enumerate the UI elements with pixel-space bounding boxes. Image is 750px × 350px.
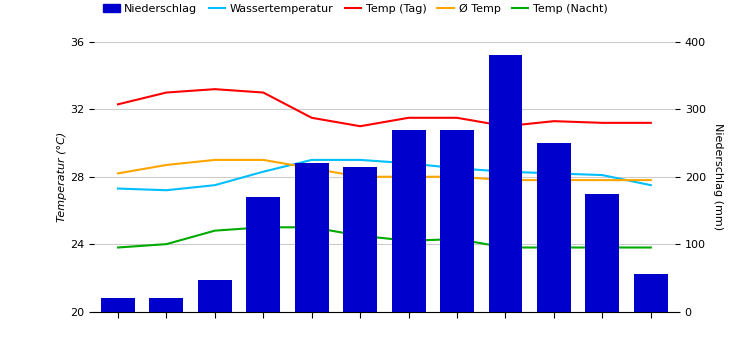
Bar	[634, 274, 668, 312]
Y-axis label: Niederschlag (mm): Niederschlag (mm)	[712, 123, 722, 230]
Bar	[149, 298, 183, 312]
Bar	[440, 130, 474, 312]
Bar	[344, 167, 377, 312]
Bar	[295, 163, 328, 312]
Y-axis label: Temperatur (°C): Temperatur (°C)	[57, 132, 67, 222]
Legend: Niederschlag, Wassertemperatur, Temp (Tag), Ø Temp, Temp (Nacht): Niederschlag, Wassertemperatur, Temp (Ta…	[99, 0, 612, 18]
Bar	[586, 194, 620, 312]
Bar	[198, 280, 232, 312]
Bar	[246, 197, 280, 312]
Bar	[488, 56, 523, 312]
Bar	[537, 143, 571, 312]
Bar	[392, 130, 425, 312]
Bar	[101, 298, 135, 312]
